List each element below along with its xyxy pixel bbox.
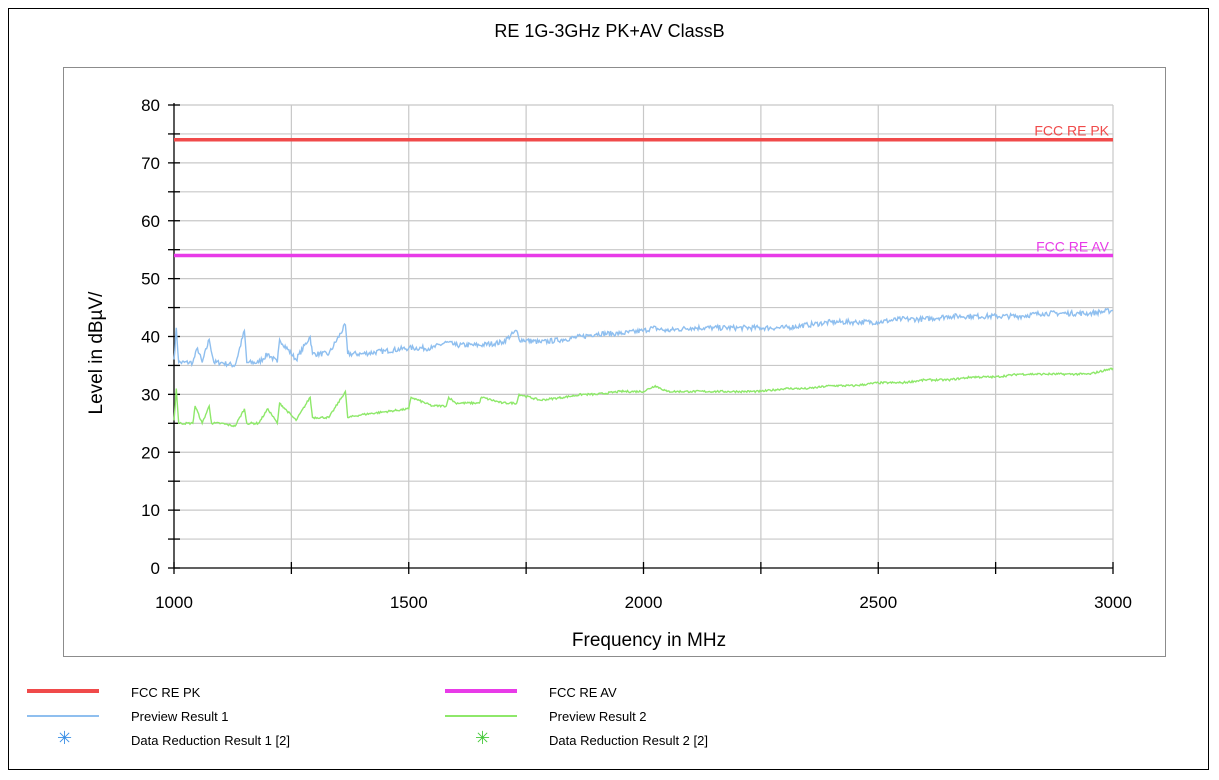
x-tick-label: 3000 — [1094, 593, 1132, 612]
x-axis-label: Frequency in MHz — [572, 630, 726, 651]
series-line-preview-result-1 — [173, 307, 1114, 368]
y-axis-label: Level in dBµV/ — [86, 291, 107, 415]
legend-line-swatch — [445, 715, 517, 717]
limit-line-label: FCC RE PK — [1034, 123, 1109, 139]
y-tick-label: 30 — [141, 385, 160, 404]
legend-asterisk-icon: ✳ — [475, 728, 491, 749]
legend-label: Data Reduction Result 2 [2] — [549, 733, 708, 748]
x-tick-label: 2000 — [625, 593, 663, 612]
y-tick-label: 40 — [141, 328, 160, 347]
y-tick-label: 60 — [141, 212, 160, 231]
limit-line-label: FCC RE AV — [1036, 238, 1110, 254]
limit-layer — [174, 137, 1113, 258]
plot-box: 0 10 20 30 40 50 60 70 80 1000 1500 2000 2500 3000 FC… — [63, 67, 1166, 657]
legend-line-swatch — [27, 715, 99, 717]
y-tick-label: 70 — [141, 154, 160, 173]
y-tick-label: 10 — [141, 501, 160, 520]
legend-label: FCC RE AV — [549, 685, 617, 700]
axis-layer: 0 10 20 30 40 50 60 70 80 1000 1500 2000 2500 3000 — [141, 96, 1132, 612]
x-tick-label: 1500 — [390, 593, 428, 612]
legend-line-swatch — [445, 689, 517, 693]
legend-item: Preview Result 1 — [23, 707, 423, 727]
legend-label: Data Reduction Result 1 [2] — [131, 733, 290, 748]
legend-asterisk-icon: ✳ — [57, 728, 73, 749]
x-tick-label: 1000 — [155, 593, 193, 612]
legend-item: Preview Result 2 — [441, 707, 841, 727]
chart-title: RE 1G-3GHz PK+AV ClassB — [494, 21, 725, 41]
legend-label: Preview Result 1 — [131, 709, 229, 724]
y-tick-label: 50 — [141, 270, 160, 289]
grid-layer — [174, 104, 1114, 568]
report-frame: RE 1G-3GHz PK+AV ClassB 0 10 20 30 40 50 60 70 8… — [8, 8, 1209, 770]
legend-item: FCC RE PK — [23, 683, 423, 703]
legend-line-swatch — [27, 689, 99, 693]
series-layer — [173, 307, 1114, 428]
series-line-preview-result-2 — [173, 367, 1114, 428]
x-tick-label: 2500 — [859, 593, 897, 612]
limit-label-layer: FCC RE PK FCC RE AV — [1034, 123, 1109, 255]
legend-item: ✳ Data Reduction Result 2 [2] — [441, 728, 841, 751]
legend-label: Preview Result 2 — [549, 709, 647, 724]
legend-item: FCC RE AV — [441, 683, 841, 703]
y-tick-label: 80 — [141, 96, 160, 115]
plot-svg: 0 10 20 30 40 50 60 70 80 1000 1500 2000 2500 3000 FC… — [86, 96, 1132, 651]
legend-item: ✳ Data Reduction Result 1 [2] — [23, 728, 423, 751]
y-tick-label: 0 — [151, 559, 160, 578]
y-tick-label: 20 — [141, 443, 160, 462]
legend-label: FCC RE PK — [131, 685, 201, 700]
